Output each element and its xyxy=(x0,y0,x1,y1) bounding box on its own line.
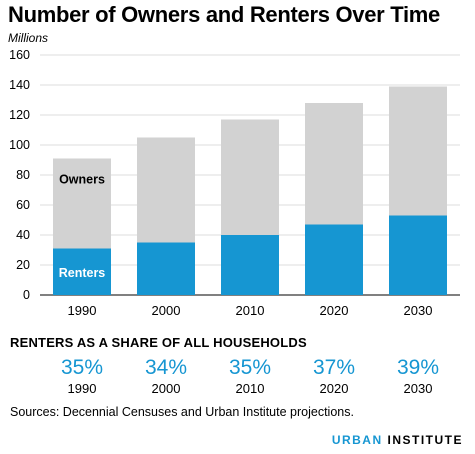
share-percent: 35% xyxy=(60,356,104,379)
chart-title: Number of Owners and Renters Over Time xyxy=(8,2,440,27)
renter-share-2010: 35% 2010 xyxy=(210,355,290,397)
share-year: 2020 xyxy=(319,381,349,396)
y-tick-label: 40 xyxy=(16,228,30,242)
share-percent: 35% xyxy=(228,356,272,379)
y-tick-label: 100 xyxy=(9,138,30,152)
share-year: 1990 xyxy=(67,381,97,396)
sources-note: Sources: Decennial Censuses and Urban In… xyxy=(10,405,354,419)
share-year: 2030 xyxy=(403,381,433,396)
bar-renters-2020 xyxy=(305,224,363,295)
y-tick-label: 80 xyxy=(16,168,30,182)
y-axis-unit-label: Millions xyxy=(8,31,49,45)
x-tick-label: 2030 xyxy=(404,303,433,318)
renter-share-title: RENTERS AS A SHARE OF ALL HOUSEHOLDS xyxy=(10,335,307,350)
stacked-bar-chart: 0 20 40 60 80 100 120 140 160 1990 2000 2010 2020 20… xyxy=(9,48,460,318)
renter-share-2000: 34% 2000 xyxy=(126,355,206,397)
y-tick-label: 60 xyxy=(16,198,30,212)
series-label-renters: Renters xyxy=(59,266,106,280)
share-percent: 39% xyxy=(396,356,440,379)
bar-renters-2010 xyxy=(221,235,279,295)
share-year: 2000 xyxy=(151,381,181,396)
y-tick-label: 160 xyxy=(9,48,30,62)
renter-share-1990: 35% 1990 xyxy=(42,355,122,397)
x-tick-label: 2010 xyxy=(236,303,265,318)
x-tick-label: 1990 xyxy=(68,303,97,318)
bar-renters-2000 xyxy=(137,242,195,295)
series-label-owners: Owners xyxy=(59,173,105,187)
share-percent: 34% xyxy=(144,356,188,379)
bar-renters-2030 xyxy=(389,215,447,295)
brand-part2: INSTITUTE xyxy=(387,433,463,447)
x-tick-label: 2020 xyxy=(320,303,349,318)
bar-owners-2000 xyxy=(137,137,195,243)
bar-owners-2010 xyxy=(221,119,279,235)
urban-institute-logo: URBAN INSTITUTE xyxy=(332,433,463,447)
brand-part1: URBAN xyxy=(331,433,383,447)
share-percent: 37% xyxy=(312,356,356,379)
bar-owners-2030 xyxy=(389,86,447,216)
x-tick-label: 2000 xyxy=(152,303,181,318)
bar-owners-1990 xyxy=(53,158,111,249)
y-tick-label: 20 xyxy=(16,258,30,272)
renter-share-2020: 37% 2020 xyxy=(294,355,374,397)
y-tick-label: 0 xyxy=(23,288,30,302)
bar-renters-1990 xyxy=(53,248,111,295)
share-year: 2010 xyxy=(235,381,265,396)
y-tick-label: 140 xyxy=(9,78,30,92)
renter-share-2030: 39% 2030 xyxy=(378,355,458,397)
y-tick-label: 120 xyxy=(9,108,30,122)
bar-owners-2020 xyxy=(305,103,363,225)
